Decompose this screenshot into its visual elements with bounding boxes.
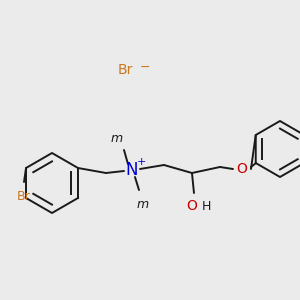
Text: O: O [236,162,247,176]
Text: m: m [137,197,149,211]
Text: −: − [140,61,151,74]
Text: Br: Br [118,63,134,77]
Text: +: + [136,157,146,167]
Text: H: H [201,200,211,212]
Text: m: m [111,133,123,146]
Text: O: O [187,199,197,213]
Text: Br: Br [17,190,31,203]
Text: N: N [126,161,138,179]
